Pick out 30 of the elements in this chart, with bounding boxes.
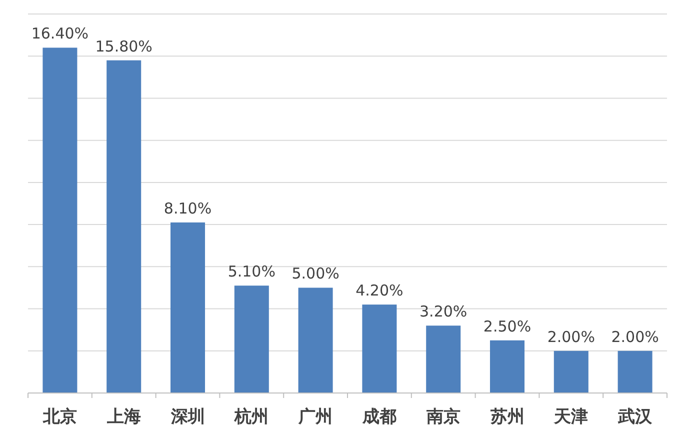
bar [234, 286, 269, 393]
bar [426, 326, 461, 393]
bar [42, 48, 78, 393]
bar [170, 222, 206, 393]
x-tick-label: 南京 [425, 407, 460, 427]
x-tick-label: 武汉 [617, 407, 654, 427]
data-label: 5.00% [292, 264, 340, 283]
x-tick-label: 深圳 [170, 407, 205, 427]
x-tick-label: 上海 [106, 407, 141, 427]
bar [618, 350, 652, 393]
bar [490, 340, 525, 393]
bar [298, 288, 333, 393]
bar [554, 350, 588, 393]
data-label: 5.10% [228, 262, 276, 281]
data-label: 2.00% [547, 328, 595, 346]
data-label: 3.20% [420, 302, 468, 321]
data-label: 2.00% [611, 328, 659, 346]
x-tick-label: 广州 [298, 407, 333, 427]
x-tick-label: 苏州 [489, 407, 524, 427]
x-tick-label: 杭州 [234, 407, 269, 427]
data-label: 15.80% [95, 37, 152, 56]
data-label: 4.20% [356, 282, 404, 300]
x-tick-label: 北京 [42, 407, 77, 427]
data-label: 8.10% [164, 199, 212, 218]
x-tick-label: 成都 [361, 407, 396, 427]
x-tick-label: 天津 [553, 407, 588, 427]
data-label: 16.40% [31, 24, 89, 43]
bar [106, 60, 142, 393]
data-label: 2.50% [483, 317, 532, 336]
bar [362, 304, 397, 393]
